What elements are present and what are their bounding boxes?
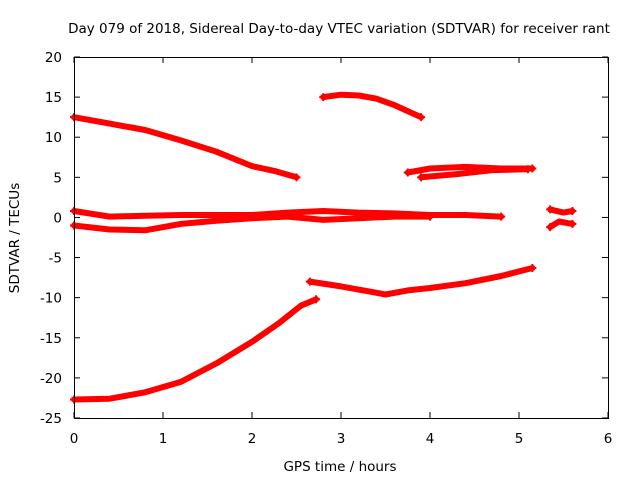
x-tick-label: 4 — [426, 431, 435, 447]
chart-title: Day 079 of 2018, Sidereal Day-to-day VTE… — [68, 21, 610, 37]
y-tick-label: 20 — [45, 50, 62, 66]
series-track-6 — [71, 213, 433, 234]
y-tick-label: -25 — [40, 411, 62, 427]
series-start-marker — [546, 223, 555, 232]
y-tick-label: -15 — [40, 331, 62, 347]
series-start-marker — [546, 205, 555, 214]
x-tick-label: 0 — [70, 431, 79, 447]
y-tick-label: 15 — [45, 90, 62, 106]
series-end-marker — [523, 165, 532, 174]
series-track-1 — [71, 114, 300, 181]
series-end-marker — [292, 173, 301, 182]
y-tick-label: 5 — [53, 170, 62, 186]
series-track-10 — [71, 296, 320, 403]
x-axis-label: GPS time / hours — [283, 459, 396, 475]
y-tick-label: -5 — [49, 251, 62, 267]
series-track-8 — [547, 218, 576, 231]
series-end-marker — [497, 212, 506, 221]
x-tick-label: 2 — [248, 431, 257, 447]
series-end-marker — [568, 207, 577, 216]
series-track-4 — [418, 166, 531, 181]
series-track-2 — [320, 91, 425, 121]
y-tick-label: 10 — [45, 130, 62, 146]
x-tick-label: 3 — [337, 431, 346, 447]
x-axis: 0 1 2 3 4 5 6 — [70, 57, 613, 447]
x-tick-label: 5 — [515, 431, 524, 447]
series-start-marker — [417, 173, 426, 182]
plot-frame — [74, 57, 609, 419]
series-end-marker — [312, 295, 321, 304]
series-end-marker — [528, 263, 537, 272]
y-axis-label: SDTVAR / TECUs — [7, 183, 23, 293]
series-layer — [70, 91, 577, 404]
series-start-marker — [403, 168, 412, 177]
series-end-marker — [568, 219, 577, 228]
series-start-marker — [305, 277, 314, 286]
y-tick-label: 0 — [53, 210, 62, 226]
series-start-marker — [319, 93, 328, 102]
y-axis: -25 -20 -15 -10 -5 0 5 10 15 20 — [40, 50, 608, 427]
y-tick-label: -10 — [40, 291, 62, 307]
x-tick-label: 6 — [604, 431, 613, 447]
series-track-9 — [306, 265, 536, 298]
series-end-marker — [417, 113, 426, 122]
x-tick-label: 1 — [159, 431, 168, 447]
series-end-marker — [426, 212, 434, 221]
y-tick-label: -20 — [40, 371, 62, 387]
